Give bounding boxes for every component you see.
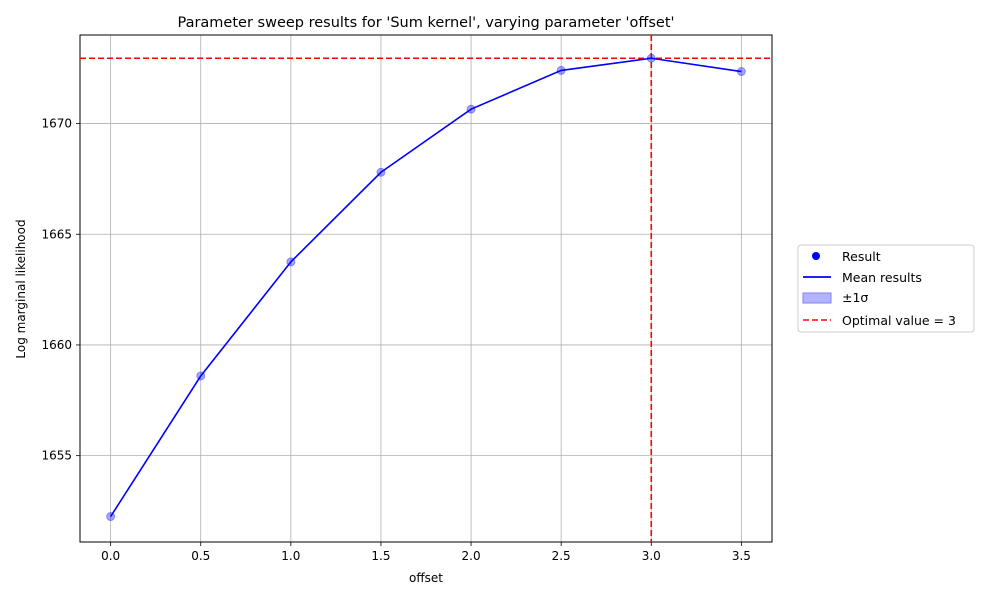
optimal-reference-lines xyxy=(80,35,772,542)
y-tick-label: 1670 xyxy=(41,117,72,131)
legend-result-marker xyxy=(812,252,820,260)
x-tick-label: 2.0 xyxy=(462,549,481,563)
legend-result-label: Result xyxy=(842,249,881,264)
x-tick-label: 1.5 xyxy=(371,549,390,563)
series-layer xyxy=(106,53,746,522)
legend-mean-label: Mean results xyxy=(842,270,922,285)
chart-title: Parameter sweep results for 'Sum kernel'… xyxy=(177,15,674,31)
result-point xyxy=(196,371,206,381)
x-axis-label: offset xyxy=(409,571,443,585)
axis-ticks: 0.0 0.5 1.0 1.5 2.0 2.5 3.0 3.5 1655 1660 1665 1670 xyxy=(41,117,750,563)
legend: Result Mean results ±1σ Optimal value = … xyxy=(797,244,975,333)
result-point xyxy=(736,67,746,77)
result-point xyxy=(106,512,116,522)
mean-results-line xyxy=(109,57,742,517)
legend-band-label: ±1σ xyxy=(842,290,868,305)
legend-band-swatch xyxy=(802,292,832,304)
result-point xyxy=(286,257,296,267)
legend-frame xyxy=(797,244,975,333)
x-tick-label: 3.5 xyxy=(732,549,751,563)
result-point xyxy=(376,167,386,177)
x-tick-label: 1.0 xyxy=(281,549,300,563)
x-tick-label: 3.0 xyxy=(642,549,661,563)
x-tick-label: 0.5 xyxy=(191,549,210,563)
plot-frame xyxy=(79,34,773,543)
x-tick-label: 2.5 xyxy=(552,549,571,563)
y-axis-label: Log marginal likelihood xyxy=(14,219,28,358)
y-tick-label: 1665 xyxy=(41,227,72,241)
result-point xyxy=(556,65,566,75)
x-tick-label: 0.0 xyxy=(101,549,120,563)
grid xyxy=(80,35,772,542)
y-tick-label: 1655 xyxy=(41,449,72,463)
result-point xyxy=(466,104,476,114)
y-tick-label: 1660 xyxy=(41,338,72,352)
result-point xyxy=(646,53,656,63)
legend-optimal-label: Optimal value = 3 xyxy=(842,313,956,328)
